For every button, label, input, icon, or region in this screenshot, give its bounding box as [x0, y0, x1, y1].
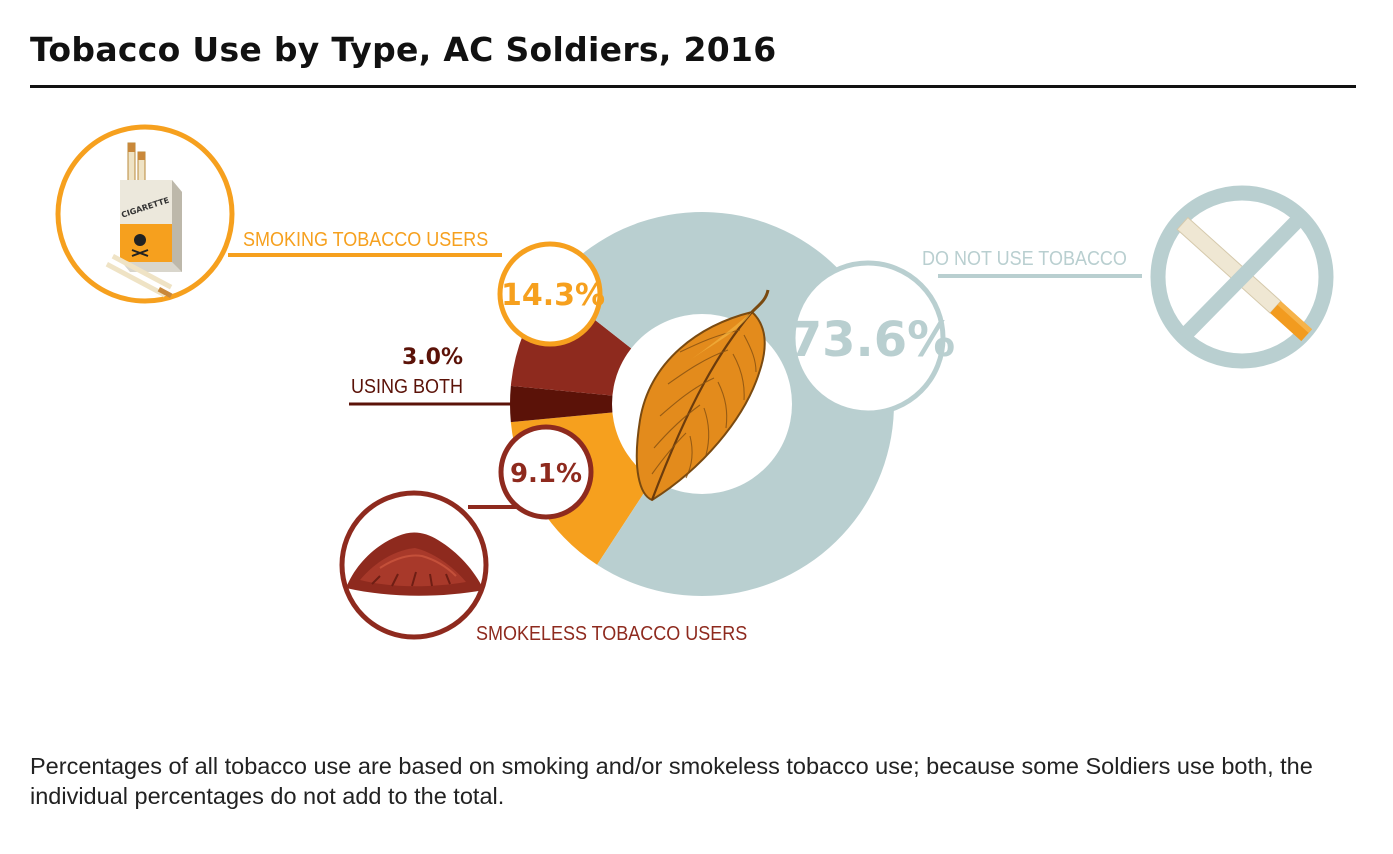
tobacco-leaf-icon [635, 289, 770, 502]
footnote: Percentages of all tobacco use are based… [30, 753, 1313, 809]
no-smoking-icon [1150, 185, 1334, 369]
smokeless-percent-label: 9.1% [510, 459, 582, 489]
no-tobacco-label: DO NOT USE TOBACCO [922, 248, 1127, 270]
smoking-percent-label: 14.3% [501, 278, 605, 313]
title-divider [30, 85, 1356, 88]
cigarette-pack-icon: CIGARETTE [55, 124, 235, 304]
none-percent-label: 73.6% [789, 312, 956, 368]
loose-tobacco-icon [339, 490, 489, 640]
smoking-percent-bubble [497, 241, 603, 347]
both-users-label: USING BOTH [351, 376, 463, 398]
both-percent-label: 3.0% [402, 345, 463, 370]
chart-title: Tobacco Use by Type, AC Soldiers, 2016 [30, 30, 777, 69]
smokeless-percent-bubble [498, 424, 594, 520]
none-percent-bubble [790, 260, 946, 416]
smokeless-users-label: SMOKELESS TOBACCO USERS [476, 623, 747, 645]
smoking-users-label: SMOKING TOBACCO USERS [243, 229, 488, 251]
